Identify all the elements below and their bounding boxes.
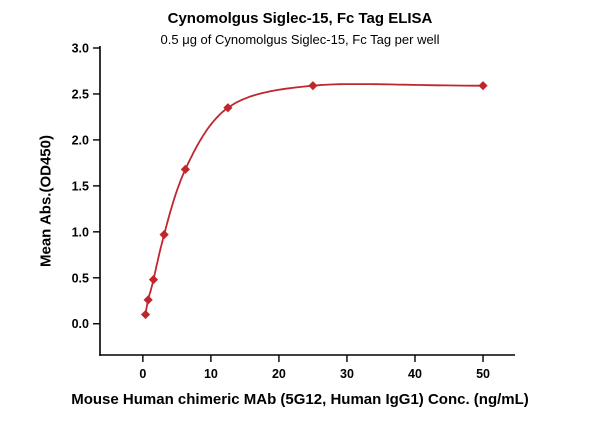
data-point: [223, 103, 233, 113]
x-tick-label: 10: [204, 367, 218, 381]
data-point: [140, 309, 151, 320]
x-axis-label: Mouse Human chimeric MAb (5G12, Human Ig…: [71, 391, 529, 408]
data-point: [148, 275, 159, 285]
y-tick-label: 1.5: [72, 179, 89, 193]
y-tick-label: 2.5: [72, 87, 89, 101]
data-point: [180, 164, 190, 174]
x-tick-label: 20: [272, 367, 286, 381]
y-tick-label: 1.0: [72, 225, 89, 239]
y-tick-label: 0.5: [72, 271, 89, 285]
x-tick-label: 0: [139, 367, 146, 381]
x-tick-label: 50: [476, 367, 490, 381]
y-tick-label: 2.0: [72, 133, 89, 147]
fit-curve: [144, 83, 483, 315]
data-point: [478, 81, 488, 91]
data-point: [159, 229, 169, 240]
chart-title: Cynomolgus Siglec-15, Fc Tag ELISA: [167, 10, 433, 27]
x-tick-label: 40: [408, 367, 422, 381]
y-axis-label: Mean Abs.(OD450): [37, 135, 55, 267]
chart-subtitle: 0.5 μg of Cynomolgus Siglec-15, Fc Tag p…: [160, 32, 440, 47]
data-point: [143, 295, 153, 305]
data-point: [308, 81, 318, 91]
y-tick-label: 0.0: [72, 317, 89, 331]
y-tick-label: 3.0: [72, 42, 89, 56]
x-tick-label: 30: [340, 367, 354, 381]
